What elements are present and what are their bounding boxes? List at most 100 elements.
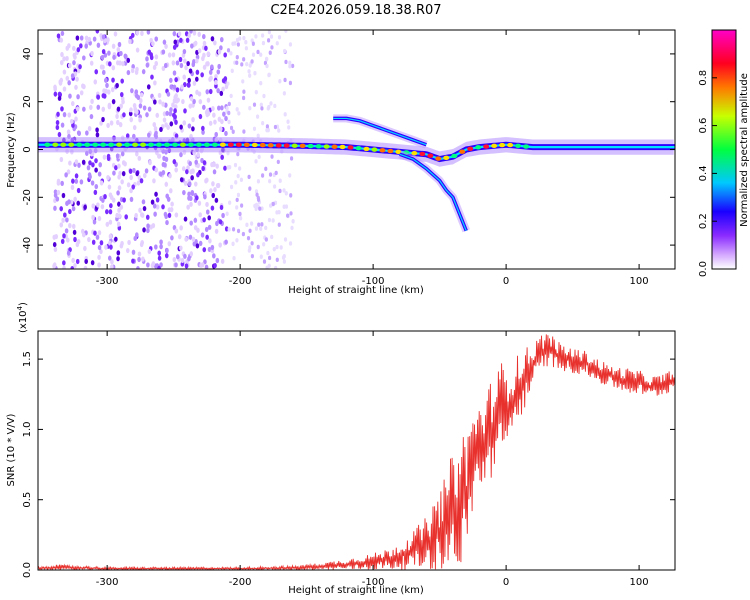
noise-speckle [196,172,200,178]
noise-speckle [53,192,58,198]
noise-speckle [142,205,147,212]
noise-speckle [195,195,199,201]
noise-speckle [212,253,216,259]
noise-speckle [182,189,186,196]
noise-speckle [126,69,131,76]
noise-speckle [269,203,273,208]
noise-speckle [126,57,131,63]
noise-speckle [82,106,86,112]
noise-speckle [101,197,105,203]
noise-speckle [184,263,189,269]
noise-speckle [195,243,200,249]
noise-speckle [287,125,291,130]
noise-speckle [202,104,206,110]
noise-speckle [111,99,116,105]
noise-speckle [202,217,206,223]
noise-speckle [152,203,157,209]
noise-speckle [185,37,190,43]
noise-speckle [147,132,151,138]
noise-speckle [291,219,295,224]
noise-speckle [182,74,187,80]
noise-speckle [99,120,103,126]
carrier-blob [44,142,51,147]
noise-speckle [74,178,79,184]
noise-speckle [62,260,66,266]
noise-speckle [108,233,113,239]
noise-speckle [150,199,155,205]
noise-speckle [116,256,120,262]
carrier-blob [108,142,115,147]
noise-speckle [103,194,107,200]
carrier-blob [355,145,362,151]
noise-speckle [174,228,179,234]
noise-speckle [267,217,272,223]
noise-speckle [174,93,178,99]
noise-speckle [205,89,210,95]
noise-speckle [56,178,61,184]
noise-speckle [286,213,290,218]
noise-speckle [121,171,126,177]
noise-speckle [71,223,76,229]
noise-speckle [169,84,174,90]
noise-speckle [111,197,116,203]
noise-speckle [205,108,210,114]
noise-speckle [132,167,136,174]
noise-speckle [116,221,121,227]
noise-speckle [186,204,190,210]
noise-speckle [57,131,62,138]
noise-speckle [151,223,156,229]
noise-speckle [173,39,178,45]
noise-speckle [250,253,254,259]
carrier-blob [435,156,442,161]
noise-speckle [240,203,244,208]
noise-speckle [183,180,188,186]
noise-speckle [189,30,193,34]
noise-speckle [117,174,121,180]
noise-speckle [208,238,212,244]
noise-speckle [153,132,158,138]
noise-speckle [161,101,165,107]
noise-speckle [283,237,288,242]
noise-speckle [131,64,135,70]
noise-speckle [89,113,94,120]
noise-speckle [109,203,113,209]
noise-speckle [182,120,187,126]
snr-x-tick-label: -100 [362,577,385,588]
noise-speckle [225,211,229,217]
noise-speckle [91,239,96,245]
noise-speckle [107,89,111,95]
noise-speckle [123,53,128,59]
noise-speckle [85,130,89,136]
noise-speckle [130,67,135,74]
noise-speckle [259,102,263,108]
noise-speckle [142,105,147,111]
noise-speckle [92,36,97,42]
noise-speckle [57,95,62,101]
noise-speckle [255,192,259,197]
noise-speckle [73,236,77,243]
noise-speckle [137,256,141,263]
noise-speckle [282,48,287,54]
noise-speckle [164,181,169,187]
noise-speckle [211,105,215,112]
noise-speckle [220,105,224,111]
snr-y-tick-label: 0.0 [22,562,33,578]
noise-speckle [279,245,283,250]
noise-speckle [153,211,157,217]
carrier-blob [515,143,522,148]
carrier-blob [307,143,314,149]
noise-speckle [201,125,205,131]
snr-x-label: Height of straight line (km) [288,585,424,596]
noise-speckle [107,184,112,190]
noise-speckle [76,200,81,206]
noise-speckle [216,88,220,94]
noise-speckle [136,266,140,269]
noise-speckle [215,257,220,264]
noise-speckle [273,103,277,109]
noise-speckle [88,174,92,180]
noise-speckle [95,132,100,138]
noise-speckle [193,217,198,223]
noise-speckle [74,159,79,165]
noise-speckle [276,159,280,165]
